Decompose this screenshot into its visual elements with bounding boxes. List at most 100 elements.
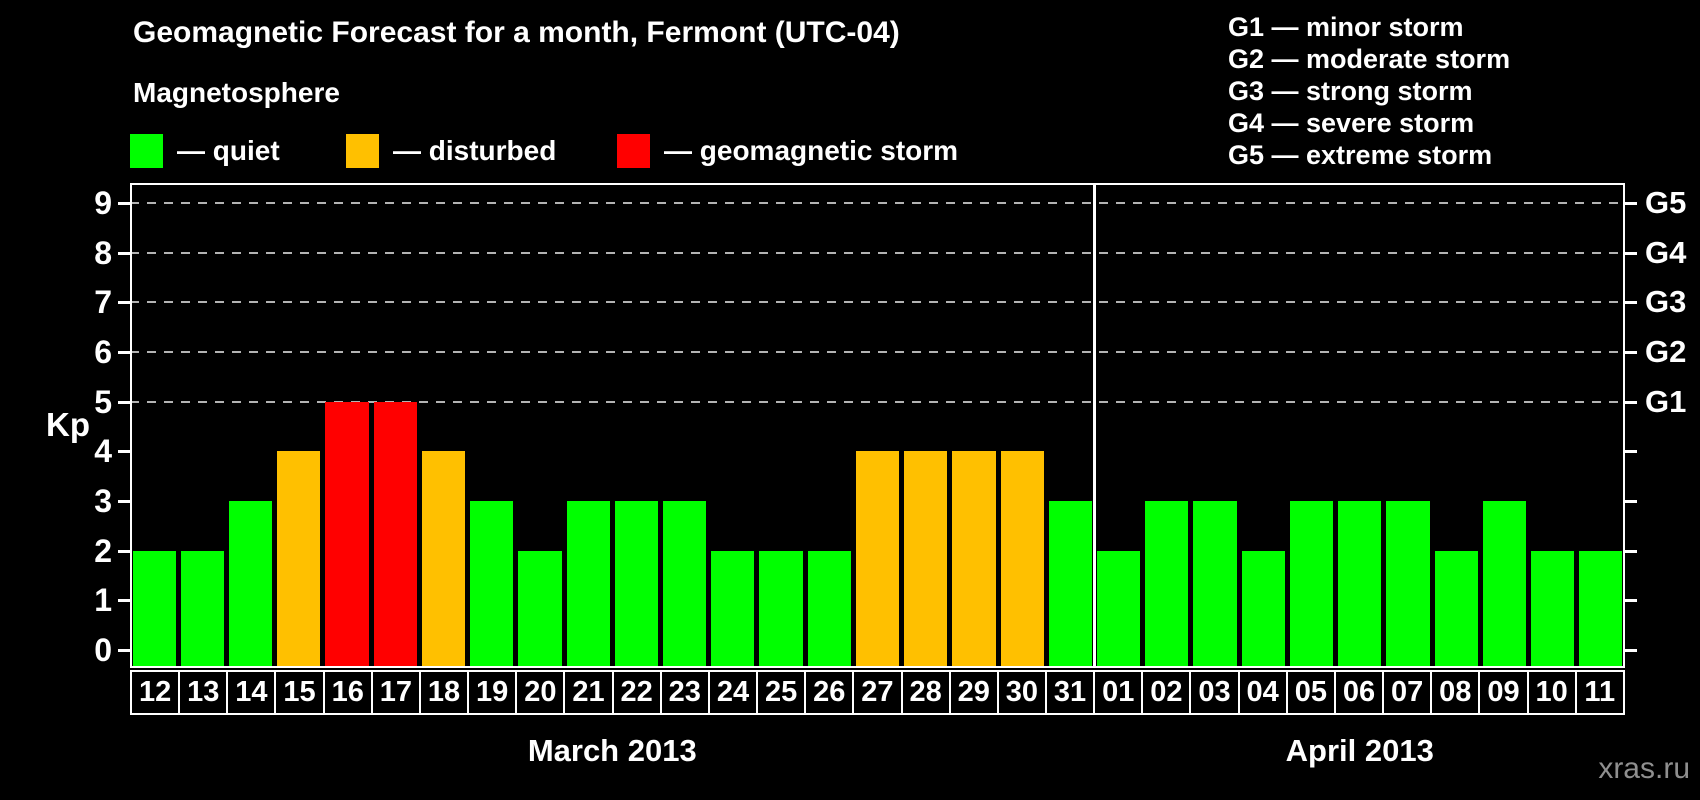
bar-april-02-kp3-quiet <box>1145 501 1189 668</box>
legend-item-quiet: — quiet <box>130 134 280 168</box>
y-axis-label-4: 4 <box>94 433 112 470</box>
day-label-april-10: 10 <box>1526 670 1577 715</box>
disturbed-label: — disturbed <box>393 135 557 166</box>
right-tick-kp-3 <box>1625 500 1637 503</box>
magnetosphere-label: Magnetosphere <box>133 77 340 108</box>
right-axis-label-g2: G2 <box>1645 334 1687 369</box>
watermark: xras.ru <box>1598 752 1690 785</box>
day-label-april-04: 04 <box>1237 670 1288 715</box>
day-label-april-06: 06 <box>1333 670 1385 715</box>
day-label-march-23: 23 <box>659 670 710 715</box>
day-label-march-20: 20 <box>515 670 566 715</box>
bar-march-27-kp4-disturbed <box>855 451 900 668</box>
gridline-kp-8 <box>130 251 1625 254</box>
bar-march-20-kp2-quiet <box>518 550 562 668</box>
day-label-march-29: 29 <box>948 670 999 715</box>
right-tick-kp-6 <box>1625 351 1637 354</box>
day-label-april-09: 09 <box>1478 670 1529 715</box>
bar-march-14-kp3-quiet <box>228 501 273 668</box>
month-label-april-2013: April 2013 <box>1285 733 1434 768</box>
bar-march-13-kp2-quiet <box>180 550 224 668</box>
y-axis-label-2: 2 <box>94 532 112 569</box>
bar-april-06-kp3-quiet <box>1338 501 1382 668</box>
gridline-kp-5 <box>130 400 1625 403</box>
right-tick-kp-5 <box>1625 400 1637 404</box>
right-axis-label-g4: G4 <box>1645 234 1687 270</box>
gridline-kp-9 <box>130 202 1625 204</box>
bar-march-18-kp4-disturbed <box>421 451 466 668</box>
day-label-march-26: 26 <box>804 670 855 715</box>
bar-march-15-kp4-disturbed <box>277 451 321 668</box>
day-label-april-08: 08 <box>1430 670 1481 715</box>
right-tick-kp-4 <box>1625 450 1637 454</box>
right-axis-label-g1: G1 <box>1645 383 1687 419</box>
left-tick-kp-6 <box>118 351 130 354</box>
plot-area <box>130 183 1625 668</box>
bar-april-07-kp3-quiet <box>1386 501 1430 668</box>
chart-title: Geomagnetic Forecast for a month, Fermon… <box>133 16 900 49</box>
bar-march-23-kp3-quiet <box>662 501 707 668</box>
bar-march-21-kp3-quiet <box>566 501 610 668</box>
left-tick-kp-5 <box>118 400 130 404</box>
bar-march-26-kp2-quiet <box>807 550 851 668</box>
right-axis-label-g5: G5 <box>1645 185 1687 220</box>
g-scale-legend: G1 — minor storm G2 — moderate storm G3 … <box>1228 11 1510 171</box>
g2-legend-line: G2 — moderate storm <box>1228 44 1511 74</box>
day-label-april-01: 01 <box>1093 670 1144 715</box>
day-label-march-12: 12 <box>130 670 181 715</box>
day-label-march-30: 30 <box>996 670 1047 715</box>
storm-color-swatch <box>617 134 650 168</box>
right-tick-kp-9 <box>1625 202 1637 205</box>
y-axis-label-9: 9 <box>94 185 112 221</box>
day-label-march-18: 18 <box>418 670 470 715</box>
y-axis-label-3: 3 <box>94 483 112 519</box>
bar-march-30-kp4-disturbed <box>1000 451 1044 668</box>
legend-item-storm: — geomagnetic storm <box>617 134 958 168</box>
day-label-march-21: 21 <box>563 670 614 715</box>
day-label-march-13: 13 <box>178 670 229 715</box>
bar-march-17-kp5-storm <box>373 401 417 668</box>
left-tick-kp-4 <box>118 450 130 454</box>
bar-april-03-kp3-quiet <box>1193 501 1237 668</box>
bar-march-19-kp3-quiet <box>470 501 514 668</box>
day-label-march-28: 28 <box>900 670 951 715</box>
bar-april-05-kp3-quiet <box>1289 501 1334 668</box>
y-axis-label-6: 6 <box>94 334 112 370</box>
left-tick-kp-0 <box>118 649 130 652</box>
day-label-april-11: 11 <box>1574 670 1625 715</box>
gridline-kp-7 <box>130 301 1625 304</box>
y-axis-title-kp: Kp <box>46 405 90 443</box>
day-label-march-19: 19 <box>467 670 518 715</box>
day-label-march-27: 27 <box>852 670 903 715</box>
y-axis-label-1: 1 <box>94 582 112 619</box>
day-label-march-25: 25 <box>756 670 807 715</box>
bar-april-09-kp3-quiet <box>1482 501 1527 668</box>
bar-april-10-kp2-quiet <box>1531 550 1575 668</box>
legend-item-disturbed: — disturbed <box>346 134 556 168</box>
gridline-kp-6 <box>130 351 1625 353</box>
day-label-march-17: 17 <box>370 670 421 715</box>
bar-april-11-kp2-quiet <box>1579 550 1623 668</box>
g1-legend-line: G1 — minor storm <box>1228 12 1464 42</box>
bar-march-31-kp3-quiet <box>1048 501 1092 668</box>
bar-april-04-kp2-quiet <box>1241 550 1285 668</box>
day-label-april-03: 03 <box>1189 670 1240 715</box>
right-tick-kp-2 <box>1625 549 1637 553</box>
day-label-march-24: 24 <box>707 670 759 715</box>
bar-march-22-kp3-quiet <box>614 501 658 668</box>
disturbed-color-swatch <box>346 134 379 168</box>
left-tick-kp-7 <box>118 301 130 305</box>
right-tick-kp-1 <box>1625 599 1637 603</box>
bar-march-24-kp2-quiet <box>711 550 755 668</box>
right-tick-kp-8 <box>1625 251 1637 255</box>
quiet-color-swatch <box>130 134 163 168</box>
bar-march-29-kp4-disturbed <box>952 451 996 668</box>
right-axis-label-g3: G3 <box>1645 284 1687 320</box>
left-tick-kp-1 <box>118 599 130 603</box>
bar-march-28-kp4-disturbed <box>904 451 948 668</box>
left-tick-kp-9 <box>118 202 130 205</box>
day-label-march-22: 22 <box>611 670 662 715</box>
day-label-march-14: 14 <box>226 670 277 715</box>
day-label-march-15: 15 <box>274 670 325 715</box>
y-axis-label-7: 7 <box>94 284 112 321</box>
